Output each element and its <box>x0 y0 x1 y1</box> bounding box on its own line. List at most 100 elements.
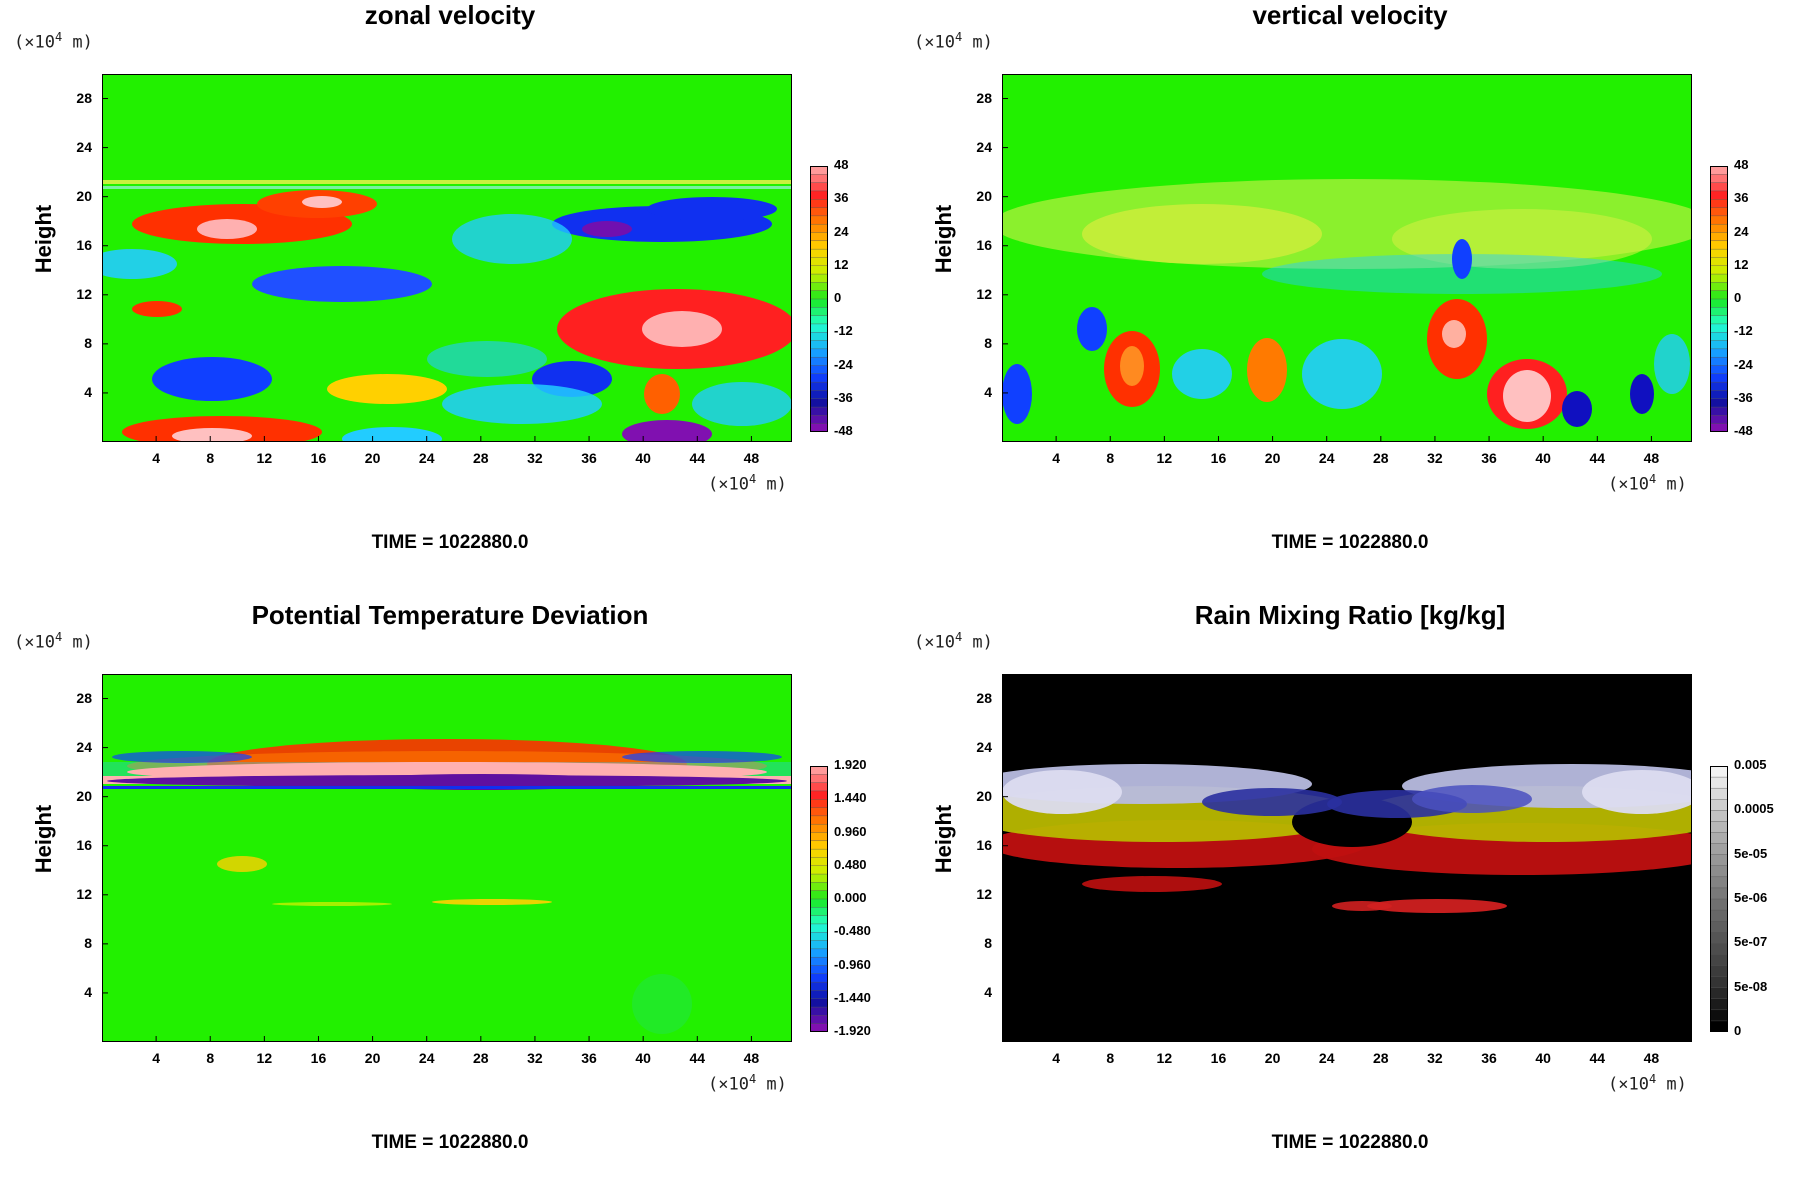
colorbar <box>810 766 828 1032</box>
field-blob <box>644 374 680 414</box>
y-axis-unit: (×104 m) <box>14 630 93 653</box>
colorbar-segment <box>1710 182 1728 192</box>
colorbar-tick-label: 5e-05 <box>1734 845 1768 861</box>
field-blob <box>1562 391 1592 427</box>
unit-text: (×10 <box>914 32 955 53</box>
colorbar-tick-label: 12 <box>834 256 849 272</box>
colorbar-segment <box>1710 190 1728 200</box>
x-tick-label: 40 <box>635 450 651 466</box>
colorbar-segment <box>1710 898 1728 911</box>
chart-panel: Rain Mixing Ratio [kg/kg] (×104 m) Height 4… <box>900 600 1800 1200</box>
colorbar-segment <box>810 257 828 267</box>
colorbar-segment <box>810 265 828 275</box>
y-tick-label: 16 <box>976 236 992 253</box>
time-annotation: TIME = 1022880.0 <box>1271 532 1429 553</box>
colorbar-segment <box>810 890 828 900</box>
colorbar-segment <box>810 782 828 792</box>
field-blob <box>1302 339 1382 409</box>
y-tick-label: 20 <box>76 787 92 804</box>
colorbar-segment <box>1710 348 1728 358</box>
colorbar-segment <box>1710 207 1728 217</box>
colorbar-segment <box>1710 909 1728 922</box>
field-blob <box>252 266 432 302</box>
x-tick-label: 8 <box>1106 450 1115 466</box>
colorbar-tick-label: 1.440 <box>834 790 867 806</box>
colorbar-segment <box>1710 943 1728 956</box>
field-blob <box>1452 239 1472 279</box>
colorbar-segment <box>1710 766 1728 778</box>
colorbar-segment <box>1710 932 1728 945</box>
colorbar-segment <box>810 840 828 850</box>
field-blob <box>632 974 692 1034</box>
x-tick-label: 16 <box>310 1050 327 1066</box>
y-tick-label: 24 <box>76 138 92 155</box>
colorbar-segment <box>1710 248 1728 259</box>
colorbar-tick-label: -12 <box>834 323 853 339</box>
y-tick-label: 20 <box>976 787 992 804</box>
y-tick-label: 8 <box>84 334 92 351</box>
field-band <box>102 186 792 189</box>
unit-exponent: 4 <box>1648 1072 1657 1086</box>
heatmap-plot <box>102 74 792 442</box>
x-tick-label: 36 <box>1481 450 1497 466</box>
field-blob <box>1332 901 1392 911</box>
x-tick-label: 44 <box>1589 450 1606 466</box>
colorbar-segment <box>1710 232 1728 242</box>
colorbar-segment <box>810 898 828 909</box>
colorbar-segment <box>1710 223 1728 234</box>
field-blob <box>1120 346 1144 386</box>
y-tick-label: 20 <box>76 187 92 204</box>
colorbar-segment <box>1710 787 1728 800</box>
colorbar-segment <box>1710 282 1728 292</box>
x-tick-label: 20 <box>364 450 381 466</box>
colorbar-segment <box>810 940 828 950</box>
x-tick-label: 32 <box>1427 1050 1443 1066</box>
unit-exponent: 4 <box>954 630 963 644</box>
field-blob <box>302 196 342 208</box>
colorbar-segment <box>810 290 828 300</box>
x-tick-label: 36 <box>581 450 597 466</box>
unit-exponent: 4 <box>54 30 63 44</box>
colorbar-segment <box>1710 315 1728 325</box>
colorbar-segment <box>810 207 828 217</box>
unit-text: m) <box>62 632 93 653</box>
colorbar-segment <box>1710 174 1728 184</box>
x-tick-label: 28 <box>1373 450 1389 466</box>
y-tick-label: 16 <box>76 236 92 253</box>
colorbar-segment <box>810 323 828 333</box>
unit-text: m) <box>756 1074 787 1095</box>
x-tick-label: 40 <box>635 1050 651 1066</box>
colorbar-segment <box>1710 965 1728 978</box>
x-tick-label: 8 <box>206 450 215 466</box>
colorbar-segment <box>1710 876 1728 889</box>
field-blob <box>582 221 632 237</box>
x-tick-label: 12 <box>256 1050 273 1066</box>
colorbar-segment <box>1710 398 1728 408</box>
x-tick-label: 36 <box>1481 1050 1497 1066</box>
unit-exponent: 4 <box>748 1072 757 1086</box>
colorbar-segment <box>810 373 828 383</box>
colorbar-tick-label: 5e-08 <box>1734 978 1768 994</box>
x-axis-unit: (×104 m) <box>708 1072 787 1095</box>
colorbar-segment <box>1710 854 1728 867</box>
unit-text: (×10 <box>14 632 55 653</box>
x-tick-label: 20 <box>1264 450 1281 466</box>
x-axis-unit: (×104 m) <box>1608 472 1687 495</box>
y-tick-label: 8 <box>984 334 992 351</box>
chart-title: Potential Temperature Deviation <box>251 600 649 630</box>
colorbar-segment <box>1710 240 1728 250</box>
colorbar-segment <box>810 973 828 983</box>
field-blob <box>1002 770 1122 814</box>
x-tick-label: 16 <box>1210 450 1227 466</box>
y-tick-label: 12 <box>976 285 992 302</box>
colorbar-segment <box>1710 887 1728 900</box>
colorbar-segment <box>810 166 828 176</box>
x-tick-label: 32 <box>1427 450 1443 466</box>
x-tick-label: 32 <box>527 450 543 466</box>
colorbar-segment <box>1710 215 1728 225</box>
colorbar-segment <box>810 956 828 967</box>
colorbar-segment <box>1710 381 1728 392</box>
colorbar-segment <box>810 907 828 917</box>
colorbar-segment <box>810 1006 828 1017</box>
colorbar-segment <box>1710 821 1728 834</box>
